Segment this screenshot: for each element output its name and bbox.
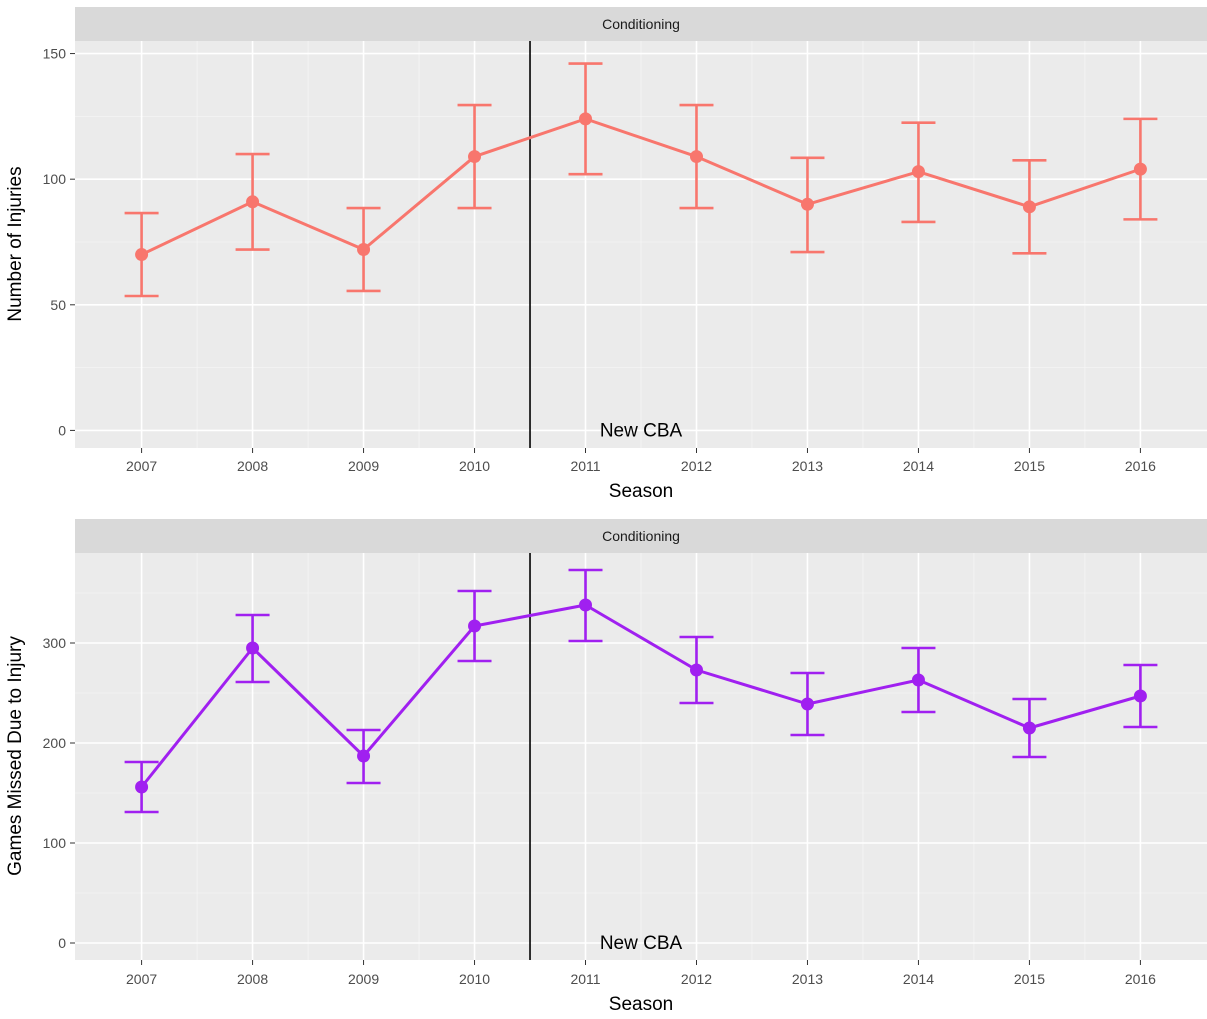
series-line bbox=[140, 117, 1141, 256]
x-tick-label: 2016 bbox=[1125, 458, 1156, 474]
data-point bbox=[135, 780, 149, 794]
data-point bbox=[689, 150, 703, 164]
y-tick-label: 150 bbox=[43, 46, 67, 62]
data-point bbox=[1133, 689, 1147, 703]
data-point bbox=[1022, 200, 1036, 214]
y-tick-label: 100 bbox=[43, 835, 67, 851]
data-point bbox=[357, 749, 371, 763]
y-tick-label: 0 bbox=[58, 935, 66, 951]
facet-strip bbox=[75, 7, 1207, 41]
x-axis-title: Season bbox=[609, 481, 673, 502]
data-point bbox=[246, 195, 260, 209]
x-tick-label: 2012 bbox=[681, 971, 712, 987]
x-tick-label: 2013 bbox=[792, 971, 823, 987]
data-point bbox=[357, 243, 371, 257]
x-tick-label: 2016 bbox=[1125, 971, 1156, 987]
data-point bbox=[1133, 162, 1147, 176]
x-tick-label: 2014 bbox=[903, 971, 934, 987]
facet-strip-label: Conditioning bbox=[602, 16, 680, 32]
x-tick-label: 2013 bbox=[792, 458, 823, 474]
series-line bbox=[140, 603, 1141, 788]
x-tick-label: 2010 bbox=[459, 971, 490, 987]
data-point bbox=[246, 641, 260, 655]
data-point bbox=[468, 150, 482, 164]
y-axis-title: Number of Injuries bbox=[5, 166, 26, 321]
y-tick-label: 300 bbox=[43, 635, 67, 651]
chart-panel-2: Conditioning 0 100 200 300 2007 2008 2009 2010 20… bbox=[5, 519, 1207, 1015]
x-tick-label: 2009 bbox=[348, 458, 379, 474]
x-tick-label: 2015 bbox=[1014, 458, 1045, 474]
data-point bbox=[1022, 721, 1036, 735]
x-tick-label: 2011 bbox=[570, 458, 600, 474]
y-tick-label: 0 bbox=[58, 422, 66, 438]
data-point bbox=[800, 697, 814, 711]
new-cba-annotation: New CBA bbox=[600, 420, 683, 441]
x-tick-label: 2014 bbox=[903, 458, 934, 474]
data-point bbox=[468, 619, 482, 633]
chart-panel-1: Conditioning 0 50 100 150 2007 2008 2009 2010 201… bbox=[5, 7, 1207, 502]
data-point bbox=[911, 673, 925, 687]
data-point bbox=[579, 598, 593, 612]
y-axis-title: Games Missed Due to Injury bbox=[5, 636, 26, 876]
x-tick-label: 2012 bbox=[681, 458, 712, 474]
y-tick-label: 50 bbox=[50, 297, 66, 313]
data-point bbox=[800, 197, 814, 211]
facet-strip-label: Conditioning bbox=[602, 528, 680, 544]
x-tick-label: 2007 bbox=[126, 971, 157, 987]
data-point bbox=[579, 112, 593, 126]
x-tick-label: 2009 bbox=[348, 971, 379, 987]
x-tick-label: 2008 bbox=[237, 971, 268, 987]
x-tick-label: 2015 bbox=[1014, 971, 1045, 987]
facet-strip bbox=[75, 519, 1207, 553]
new-cba-annotation: New CBA bbox=[600, 933, 683, 954]
x-tick-label: 2007 bbox=[126, 458, 157, 474]
x-axis-title: Season bbox=[609, 994, 673, 1014]
y-tick-label: 200 bbox=[43, 735, 67, 751]
x-tick-label: 2010 bbox=[459, 458, 490, 474]
x-tick-label: 2008 bbox=[237, 458, 268, 474]
data-point bbox=[689, 663, 703, 677]
y-tick-label: 100 bbox=[43, 171, 67, 187]
data-point bbox=[135, 248, 149, 262]
data-point bbox=[911, 165, 925, 179]
x-tick-label: 2011 bbox=[570, 971, 600, 987]
